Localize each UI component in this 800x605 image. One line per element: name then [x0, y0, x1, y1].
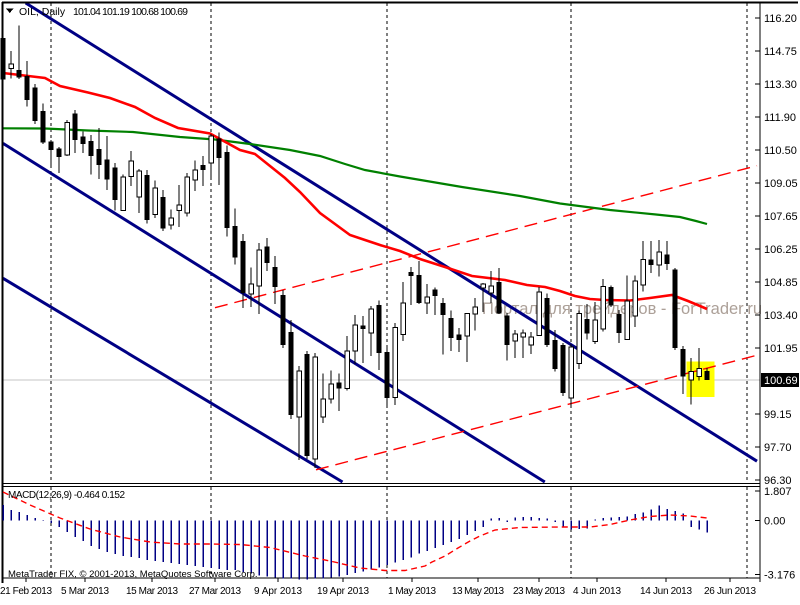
svg-text:14 Jun 2013: 14 Jun 2013 — [640, 586, 692, 597]
svg-text:27 Mar 2013: 27 Mar 2013 — [189, 586, 241, 597]
svg-text:109.05: 109.05 — [764, 178, 798, 190]
svg-text:97.70: 97.70 — [764, 442, 792, 454]
svg-text:21 Feb 2013: 21 Feb 2013 — [0, 586, 52, 597]
svg-text:0.00: 0.00 — [764, 516, 785, 528]
svg-text:110.50: 110.50 — [764, 145, 797, 157]
svg-text:Портал для трейдеров - ForTrad: Портал для трейдеров - ForTrader.ru — [482, 300, 762, 318]
svg-text:101.04 101.19 100.68 100.69: 101.04 101.19 100.68 100.69 — [73, 6, 188, 18]
svg-text:96.30: 96.30 — [764, 475, 792, 487]
svg-text:104.85: 104.85 — [764, 277, 798, 289]
svg-text:23 May 2013: 23 May 2013 — [513, 586, 565, 597]
svg-text:26 Jun 2013: 26 Jun 2013 — [704, 586, 756, 597]
svg-text:19 Apr 2013: 19 Apr 2013 — [317, 586, 369, 597]
svg-text:111.90: 111.90 — [764, 112, 796, 124]
svg-text:103.40: 103.40 — [764, 310, 798, 322]
svg-text:101.95: 101.95 — [764, 343, 798, 355]
svg-text:9 Apr 2013: 9 Apr 2013 — [254, 586, 302, 597]
svg-text:114.75: 114.75 — [764, 46, 797, 58]
svg-text:-3.176: -3.176 — [764, 570, 795, 582]
svg-text:107.65: 107.65 — [764, 211, 798, 223]
svg-text:OIL, Daily: OIL, Daily — [19, 6, 66, 18]
svg-text:5 Mar 2013: 5 Mar 2013 — [61, 586, 109, 597]
svg-text:4 Jun 2013: 4 Jun 2013 — [573, 586, 621, 597]
svg-text:15 Mar 2013: 15 Mar 2013 — [126, 586, 178, 597]
svg-text:13 May 2013: 13 May 2013 — [452, 586, 504, 597]
svg-text:99.15: 99.15 — [764, 409, 792, 421]
svg-text:1 May 2013: 1 May 2013 — [388, 586, 436, 597]
svg-text:116.20: 116.20 — [764, 13, 797, 25]
svg-text:MACD(12,26,9) -0.464 0.152: MACD(12,26,9) -0.464 0.152 — [8, 490, 125, 501]
svg-text:113.30: 113.30 — [764, 79, 797, 91]
svg-text:MetaTrader FIX, © 2001-2013, M: MetaTrader FIX, © 2001-2013, MetaQuotes … — [8, 569, 258, 580]
svg-text:106.25: 106.25 — [764, 244, 798, 256]
svg-text:100.69: 100.69 — [764, 375, 798, 387]
svg-text:1.807: 1.807 — [764, 486, 792, 498]
